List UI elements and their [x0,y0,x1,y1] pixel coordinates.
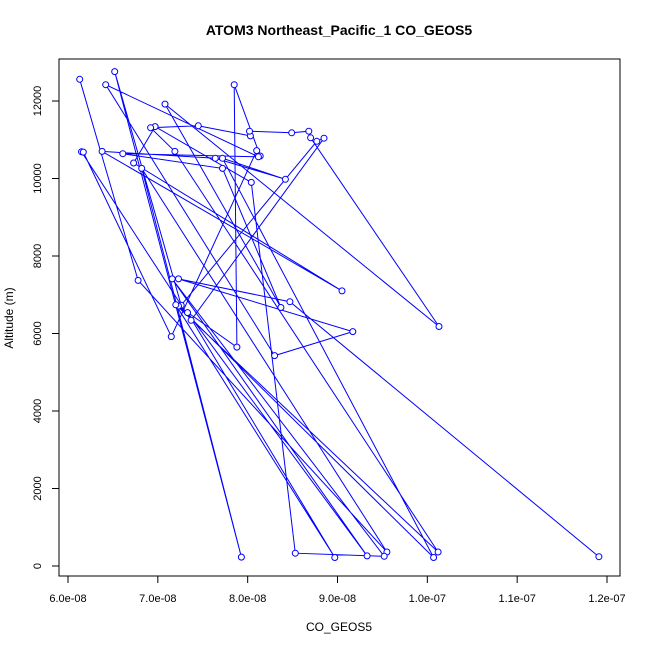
data-point [331,554,339,561]
data-point [134,276,142,284]
data-point [286,298,294,306]
data-point [130,159,138,167]
x-tick-label: 1.1e-07 [499,593,536,605]
data-point [288,129,296,137]
data-point [194,122,202,130]
data-point [119,150,127,158]
x-tick-label: 9.0e-08 [319,593,356,605]
series-line [79,71,600,558]
data-point [338,287,346,295]
data-point [271,352,279,360]
x-tick-label: 1.0e-07 [409,593,446,605]
data-point [175,275,182,283]
data-point [76,75,84,83]
data-point [102,81,110,89]
x-tick-label: 8.0e-08 [229,593,266,605]
data-point [172,301,180,309]
y-tick-label: 0 [32,563,44,569]
x-axis-label: CO_GEOS5 [306,620,372,634]
data-point [161,100,169,108]
data-point [79,148,87,156]
y-tick-label: 12000 [32,86,44,117]
data-point [254,153,262,161]
data-point [430,554,438,561]
data-point [138,164,146,172]
data-point [281,175,289,183]
data-point [434,548,442,556]
data-point [320,134,328,142]
data-point [277,304,285,311]
x-axis: 6.0e-08 7.0e-08 8.0e-08 9.0e-08 1.0e-07 1.1e-… [49,575,626,605]
y-tick-label: 6000 [32,321,44,345]
data-point [168,275,176,283]
data-point [595,553,603,561]
data-point [246,127,253,135]
data-point [167,333,175,341]
y-tick-label: 10000 [32,163,44,194]
data-point [435,323,443,330]
x-tick-label: 6.0e-08 [49,593,86,605]
data-point [349,328,357,336]
y-tick-label: 8000 [32,244,44,268]
data-point [363,552,371,560]
data-point [111,68,119,76]
y-axis-label: Altitude (m) [2,287,16,348]
series-points [76,68,603,561]
data-point [380,552,388,560]
data-point [219,154,226,162]
x-tick-label: 7.0e-08 [139,593,176,605]
data-point [253,147,261,155]
data-point [233,343,241,351]
y-tick-label: 2000 [32,476,44,500]
data-point [291,549,299,557]
data-point [307,134,315,142]
y-tick-label: 4000 [32,399,44,423]
y-axis: 0 2000 4000 6000 8000 10000 12000 [32,86,60,569]
chart-title: ATOM3 Northeast_Pacific_1 CO_GEOS5 [206,22,473,38]
data-point [171,147,179,155]
data-point [211,154,219,162]
data-point [187,316,195,324]
data-point [305,127,313,135]
data-point [147,124,155,132]
data-point [184,309,191,317]
data-point [230,81,238,89]
data-point [98,147,106,155]
data-point [313,137,321,145]
data-point [237,553,245,561]
data-point [219,164,226,172]
data-point [247,178,255,186]
x-tick-label: 1.2e-07 [588,593,625,605]
